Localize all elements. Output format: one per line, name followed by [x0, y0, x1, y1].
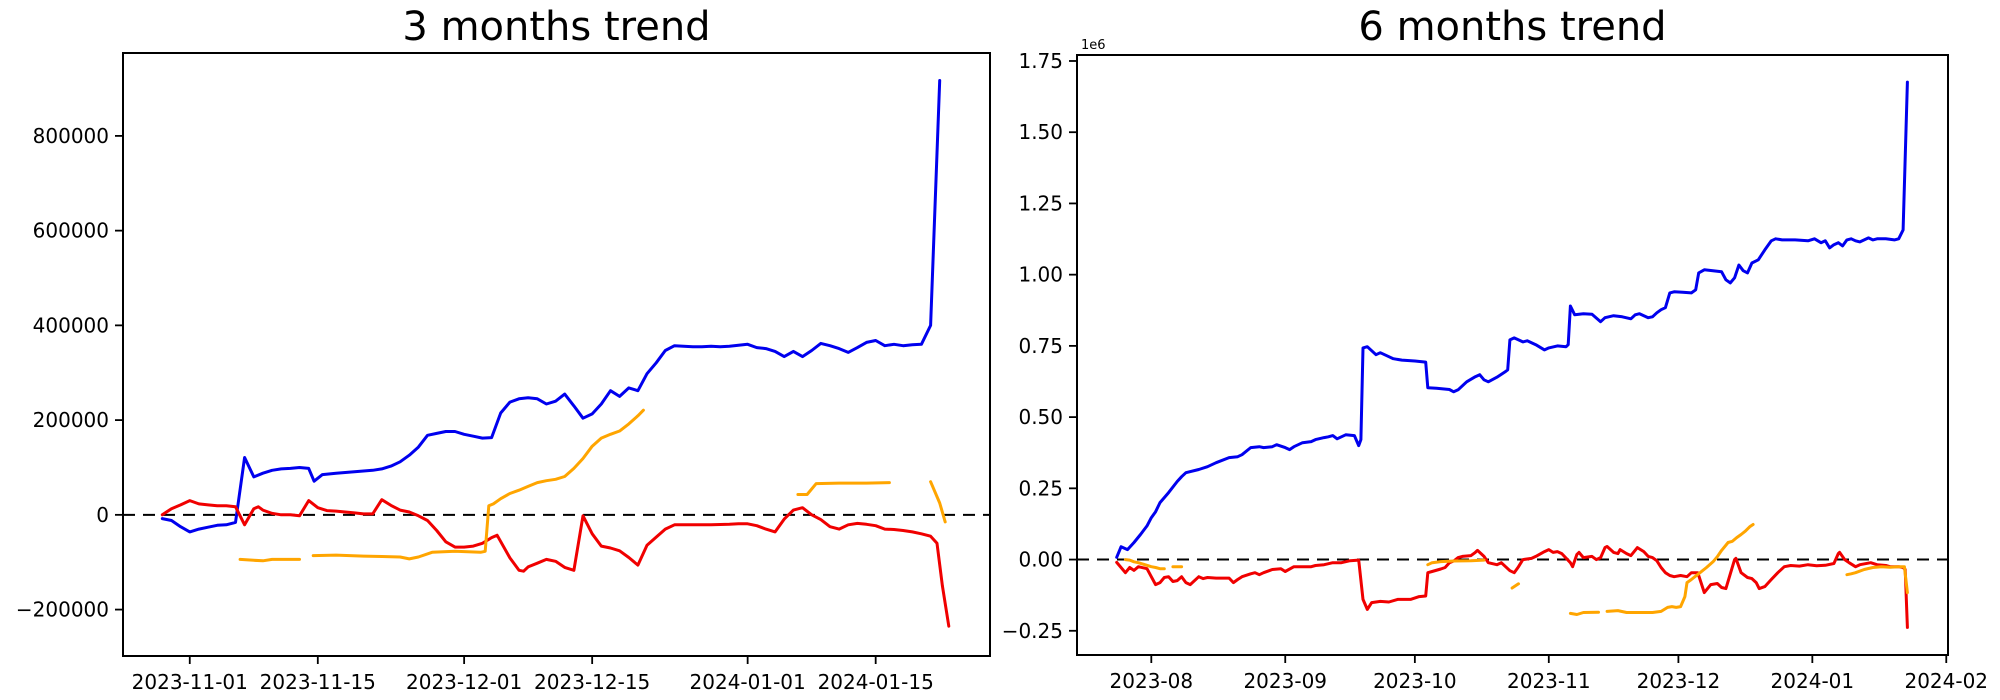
series-line-orange — [796, 481, 891, 496]
y-tick-label: 1.25 — [1018, 191, 1063, 215]
series-line-red — [1115, 545, 1909, 629]
series-line-blue — [1115, 80, 1909, 559]
series-line-red — [160, 498, 951, 628]
x-tick-label: 2023-12 — [1637, 669, 1721, 693]
series-line-orange — [1426, 558, 1486, 567]
y-tick-label: 0.00 — [1018, 548, 1063, 572]
y-tick-label: 800000 — [33, 124, 109, 148]
series-line-orange — [1605, 523, 1755, 614]
x-tick-label: 2023-11-15 — [260, 670, 376, 694]
y-tick-label: −0.25 — [1002, 619, 1063, 643]
x-tick-label: 2024-01-15 — [818, 670, 934, 694]
y-tick-label: −200000 — [16, 598, 109, 622]
chart-3-months: 3 months trend −200000 0 200000 400000 60000… — [16, 4, 991, 694]
x-tick-label: 2023-12-15 — [534, 670, 650, 694]
chart-3-months-plot: −200000 0 200000 400000 600000 800000 2023-11-… — [16, 52, 991, 694]
x-tick-label: 2023-10 — [1373, 669, 1457, 693]
series-line-orange — [1510, 582, 1520, 590]
series-line-orange — [1568, 610, 1600, 616]
y-tick-label: 1.75 — [1018, 49, 1063, 73]
y-axis-offset-label: 1e6 — [1081, 38, 1106, 53]
series-line-blue — [160, 79, 942, 534]
y-tick-label: 1.50 — [1018, 120, 1063, 144]
y-tick-label: 0 — [96, 503, 109, 527]
series-line-orange — [311, 408, 645, 561]
x-tick-label: 2024-01 — [1771, 669, 1855, 693]
y-tick-label: 1.00 — [1018, 263, 1063, 287]
y-tick-label: 0.75 — [1018, 334, 1063, 358]
series-line-orange — [1123, 558, 1166, 571]
y-tick-label: 600000 — [33, 219, 109, 243]
x-tick-label: 2023-11 — [1507, 669, 1591, 693]
x-tick-label: 2023-11-01 — [132, 670, 248, 694]
series-line-orange — [238, 557, 301, 563]
series-line-orange — [1845, 565, 1909, 595]
chart-title-6-months: 6 months trend — [1358, 4, 1667, 50]
y-tick-label: 400000 — [33, 313, 109, 337]
chart-6-months: 6 months trend −0.25 0.00 0.25 0.50 0.75 1.00… — [1000, 0, 2000, 700]
x-tick-label: 2023-12-01 — [406, 670, 522, 694]
axes-frame — [122, 52, 991, 657]
y-tick-label: 200000 — [33, 408, 109, 432]
chart-6-months-plot: −0.25 0.00 0.25 0.50 0.75 1.00 1.25 1.50 1.75 202… — [1002, 38, 1988, 693]
x-tick-label: 2023-08 — [1110, 669, 1194, 693]
x-tick-label: 2023-09 — [1243, 669, 1327, 693]
axes-frame — [1076, 54, 1949, 656]
chart-title-3-months: 3 months trend — [402, 4, 711, 50]
y-tick-label: 0.50 — [1018, 405, 1063, 429]
x-tick-label: 2024-01-01 — [690, 670, 806, 694]
x-tick-label: 2024-02 — [1904, 669, 1988, 693]
series-line-orange — [929, 480, 947, 524]
y-tick-label: 0.25 — [1018, 476, 1063, 500]
